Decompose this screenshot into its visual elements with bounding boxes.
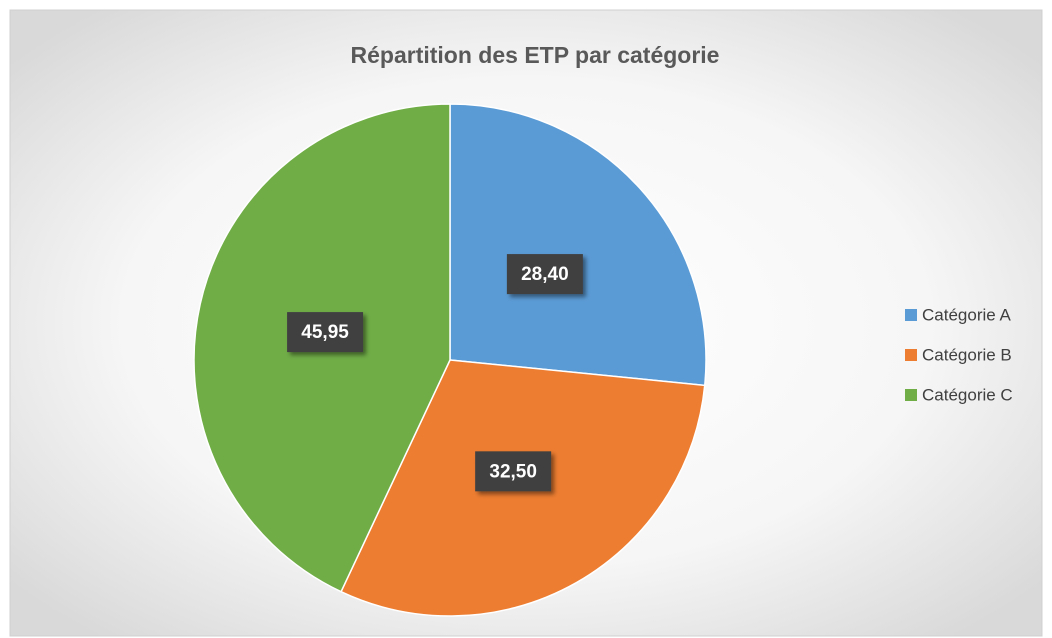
value-label-text: 45,95: [301, 322, 349, 343]
value-label-box: [506, 254, 583, 295]
value-label-text: 28,40: [521, 264, 569, 285]
value-label-box: [475, 451, 552, 492]
value-label: 32,50: [475, 451, 552, 492]
legend-label: Catégorie C: [922, 385, 1013, 404]
legend-swatch: [905, 349, 917, 361]
value-label-text: 32,50: [489, 461, 537, 482]
value-label: 45,95: [287, 312, 364, 353]
legend-swatch: [905, 389, 917, 401]
chart-title: Répartition des ETP par catégorie: [351, 42, 720, 68]
legend-label: Catégorie A: [922, 305, 1011, 324]
pie-slice: [449, 103, 707, 387]
value-label-box: [287, 312, 364, 353]
legend-swatch: [905, 309, 917, 321]
value-label: 28,40: [506, 254, 583, 295]
legend-label: Catégorie B: [922, 345, 1012, 364]
